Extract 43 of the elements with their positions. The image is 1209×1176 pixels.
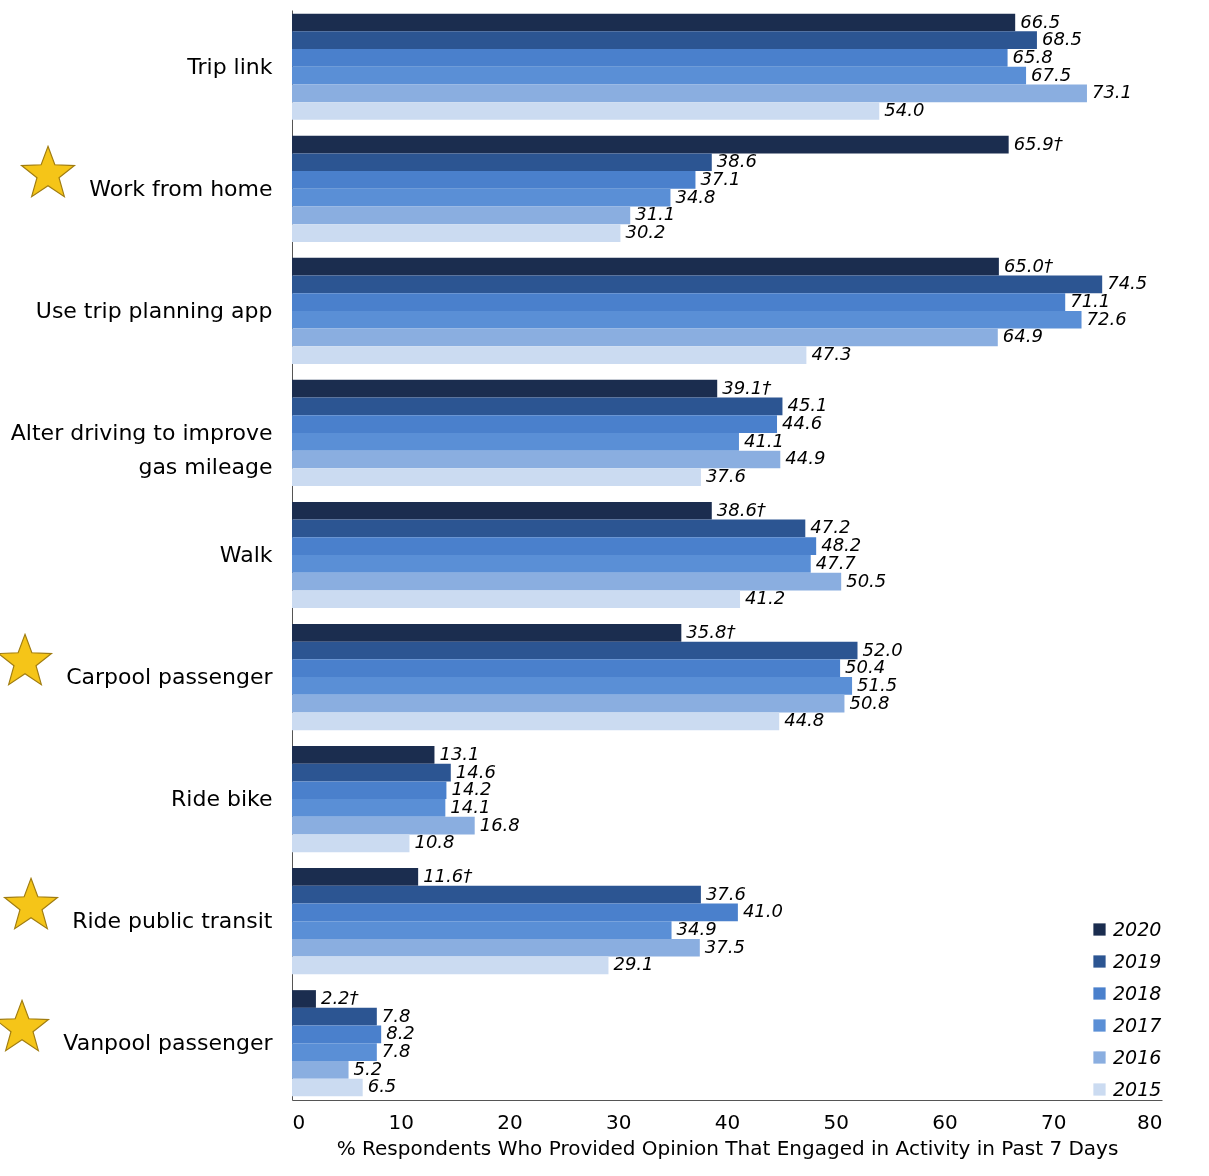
y-tick-label: Work from home: [89, 175, 273, 201]
data-label: 11.6†: [423, 864, 474, 886]
y-tick-label: Use trip planning app: [35, 297, 273, 323]
data-label: 37.6: [705, 465, 746, 487]
y-tick-label: Ride public transit: [72, 908, 273, 934]
data-label: 10.8: [414, 831, 455, 853]
x-axis-title: % Respondents Who Provided Opinion That Engaged in Activity in Past 7 Days: [336, 1135, 1119, 1160]
legend-label: 2019: [1113, 949, 1162, 972]
data-label: 47.3: [811, 343, 852, 365]
data-label: 65.9†: [1013, 132, 1064, 154]
y-tick-label: Vanpool passenger: [63, 1030, 274, 1056]
legend-label: 2016: [1113, 1045, 1162, 1068]
data-label: 29.1: [613, 953, 654, 975]
x-tick-label: 0: [292, 1109, 306, 1134]
legend-label: 2020: [1113, 917, 1162, 940]
x-tick-label: 30: [606, 1109, 632, 1134]
x-tick-label: 70: [1041, 1109, 1067, 1134]
x-tick-label: 50: [823, 1109, 849, 1134]
y-tick-label: Ride bike: [171, 786, 273, 812]
data-label: 41.2: [745, 587, 786, 609]
data-label: 65.0†: [1003, 254, 1054, 276]
data-label: 54.0: [884, 99, 925, 121]
x-tick-label: 60: [932, 1109, 958, 1134]
legend-label: 2018: [1113, 981, 1162, 1004]
legend-label: 2015: [1113, 1077, 1162, 1100]
x-tick-label: 40: [714, 1109, 741, 1134]
x-tick-label: 10: [388, 1109, 414, 1134]
data-label: 2.2†: [320, 986, 360, 1008]
data-label: 64.9: [1002, 325, 1043, 347]
data-label: 44.8: [784, 709, 825, 731]
data-label: 39.1†: [722, 376, 773, 398]
legend-label: 2017: [1113, 1013, 1162, 1036]
data-label: 73.1: [1091, 81, 1133, 103]
data-label: 44.9: [785, 447, 826, 469]
data-label: 35.8†: [686, 620, 737, 642]
y-tick-label: Alter driving to improve gas mileage: [10, 419, 273, 479]
x-tick-label: 20: [497, 1109, 523, 1134]
data-label: 41.1: [743, 429, 785, 451]
y-tick-label: Walk: [219, 542, 273, 567]
y-tick-label: Trip link: [186, 53, 273, 79]
data-label: 38.6†: [716, 498, 767, 520]
y-tick-label: Carpool passenger: [66, 664, 274, 690]
x-tick-label: 80: [1137, 1109, 1163, 1134]
